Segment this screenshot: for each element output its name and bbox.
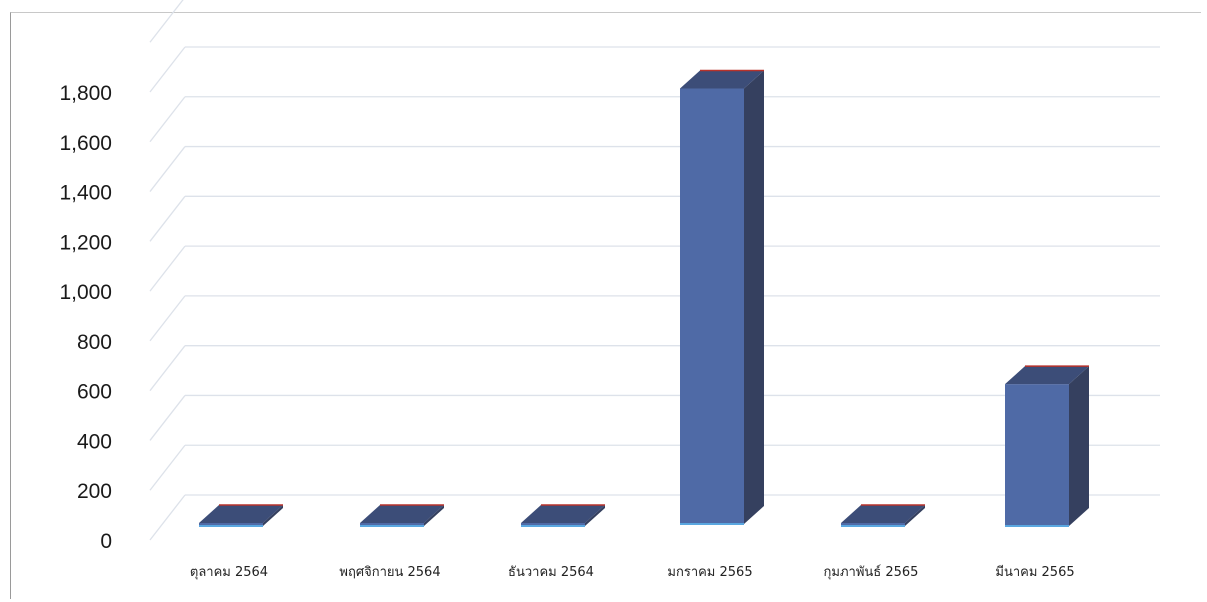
bar — [521, 504, 605, 527]
bar-front — [521, 523, 585, 526]
bar-front — [1005, 384, 1069, 526]
y-tick-label: 1,600 — [59, 132, 112, 155]
x-tick-label: มีนาคม 2565 — [995, 564, 1074, 580]
bar-top — [841, 505, 925, 523]
x-tick-label: ตุลาคม 2564 — [190, 565, 268, 580]
gridline-depth — [149, 345, 186, 392]
bar-side — [905, 505, 925, 526]
gridline-depth — [149, 444, 186, 491]
bar-side — [1069, 366, 1089, 526]
gridline-depth — [149, 245, 186, 292]
bar — [680, 69, 764, 525]
gridline-depth — [149, 96, 186, 143]
bar — [199, 504, 283, 527]
bar-top — [521, 505, 605, 523]
gridline-depth — [149, 494, 186, 541]
bar-side — [263, 505, 283, 526]
bar-front — [841, 523, 905, 526]
bar-side — [585, 505, 605, 526]
bar — [841, 504, 925, 527]
y-tick-label: 0 — [100, 530, 112, 553]
bar-top — [680, 70, 764, 89]
y-tick-label: 1,000 — [59, 281, 112, 304]
bar-top — [360, 505, 444, 523]
x-tick-label: กุมภาพันธ์ 2565 — [824, 564, 919, 580]
y-tick-label: 800 — [77, 331, 112, 354]
gridline-depth — [149, 146, 186, 192]
y-tick-label: 1,400 — [59, 182, 112, 205]
y-tick-label: 200 — [77, 480, 112, 503]
bars — [199, 69, 1089, 527]
gridline-depth — [149, 295, 186, 342]
x-tick-label: พฤศจิกายน 2564 — [339, 565, 440, 580]
gridline-depth — [149, 395, 186, 441]
bar-front — [680, 88, 744, 524]
bar-side — [744, 70, 764, 524]
y-tick-label: 1,200 — [59, 231, 112, 254]
x-tick-label: ธันวาคม 2564 — [508, 565, 594, 580]
bar — [1005, 365, 1089, 527]
y-axis-ticks: 0 200 400 600 800 1,000 1,200 1,400 1,600 1,800 — [59, 82, 112, 553]
y-tick-label: 400 — [77, 430, 112, 453]
x-tick-label: มกราคม 2565 — [667, 565, 752, 580]
gridlines — [149, 0, 1160, 541]
bar-top — [1005, 366, 1089, 385]
y-tick-label: 600 — [77, 381, 112, 404]
chart-frame — [10, 12, 1201, 599]
bar-top — [199, 505, 283, 523]
bar-side — [424, 505, 444, 526]
bar-front — [199, 523, 263, 526]
y-tick-label: 1,800 — [59, 82, 112, 105]
x-axis-labels: ตุลาคม 2564 พฤศจิกายน 2564 ธันวาคม 2564 มกร… — [190, 564, 1075, 580]
gridline-depth — [149, 195, 186, 242]
bar — [360, 504, 444, 527]
gridline-depth — [149, 46, 186, 93]
bar-front — [360, 523, 424, 526]
gridline-depth — [149, 0, 184, 43]
